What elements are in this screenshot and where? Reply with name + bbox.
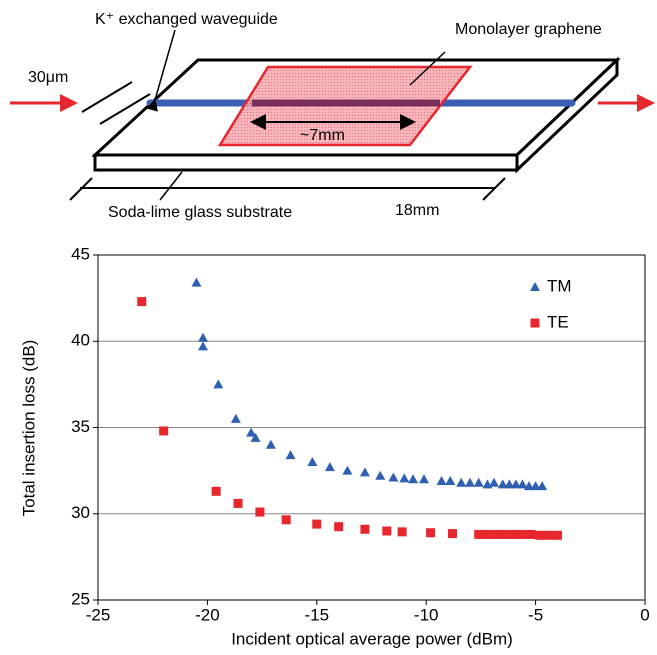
device-diagram: K⁺ exchanged waveguide Monolayer graphen…	[10, 11, 652, 221]
data-point	[474, 478, 484, 487]
data-point	[360, 525, 369, 534]
data-point	[334, 522, 343, 531]
data-point	[388, 473, 398, 482]
data-point	[527, 530, 536, 539]
data-point	[342, 466, 352, 475]
y-tick-label: 45	[71, 244, 90, 263]
y-tick-label: 35	[71, 417, 90, 436]
data-point	[398, 527, 407, 536]
data-point	[312, 520, 321, 529]
legend-marker	[530, 282, 540, 291]
x-axis-title: Incident optical average power (dBm)	[231, 629, 513, 648]
data-point	[137, 297, 146, 306]
width-tick	[82, 82, 132, 112]
data-point	[492, 530, 501, 539]
data-point	[408, 474, 418, 483]
waveguide-label: K⁺ exchanged waveguide	[95, 11, 278, 28]
data-point	[382, 527, 391, 536]
data-point	[399, 473, 409, 482]
data-point	[266, 440, 276, 449]
data-point	[483, 530, 492, 539]
data-point	[426, 528, 435, 537]
data-point	[437, 476, 447, 485]
data-point	[500, 530, 509, 539]
data-point	[191, 278, 201, 287]
data-point	[445, 476, 455, 485]
data-point	[212, 487, 221, 496]
data-point	[255, 508, 264, 517]
y-axis-title: Total insertion loss (dB)	[19, 340, 38, 517]
data-point	[325, 462, 335, 471]
graphene-label: Monolayer graphene	[455, 21, 602, 38]
x-tick-label: -5	[528, 605, 543, 624]
x-tick-label: 0	[640, 605, 649, 624]
data-point	[456, 478, 466, 487]
data-point	[489, 478, 499, 487]
y-tick-label: 30	[71, 503, 90, 522]
data-point	[234, 499, 243, 508]
data-point	[307, 457, 317, 466]
data-point	[159, 426, 168, 435]
data-point	[544, 531, 553, 540]
data-point	[518, 530, 527, 539]
data-point	[198, 341, 208, 350]
data-point	[360, 467, 370, 476]
data-point	[282, 515, 291, 524]
x-tick-label: -20	[195, 605, 220, 624]
y-tick-label: 40	[71, 331, 90, 350]
graphene-length-label: ~7mm	[300, 127, 345, 144]
x-tick-label: -15	[305, 605, 330, 624]
x-tick-label: -10	[414, 605, 439, 624]
legend-marker	[531, 319, 540, 328]
data-point	[419, 474, 429, 483]
data-point	[553, 531, 562, 540]
legend-label: TE	[547, 312, 569, 331]
data-point	[286, 450, 296, 459]
leader-line	[160, 172, 182, 200]
data-point	[537, 481, 547, 490]
width-label: 30μm	[28, 69, 68, 86]
figure: K⁺ exchanged waveguide Monolayer graphen…	[0, 0, 657, 655]
data-point	[198, 333, 208, 342]
data-point	[509, 530, 518, 539]
substrate-label: Soda-lime glass substrate	[108, 204, 292, 221]
substrate-length-label: 18mm	[395, 202, 439, 219]
data-point	[448, 529, 457, 538]
data-point	[474, 530, 483, 539]
data-point	[231, 414, 241, 423]
x-tick-label: -25	[86, 605, 111, 624]
data-point	[375, 471, 385, 480]
legend-label: TM	[547, 276, 572, 295]
data-point	[213, 379, 223, 388]
data-point	[535, 531, 544, 540]
substrate-front	[95, 155, 517, 170]
data-point	[465, 478, 475, 487]
page: {"diagram": {"waveguide_label": "K⁺ exch…	[0, 0, 657, 655]
